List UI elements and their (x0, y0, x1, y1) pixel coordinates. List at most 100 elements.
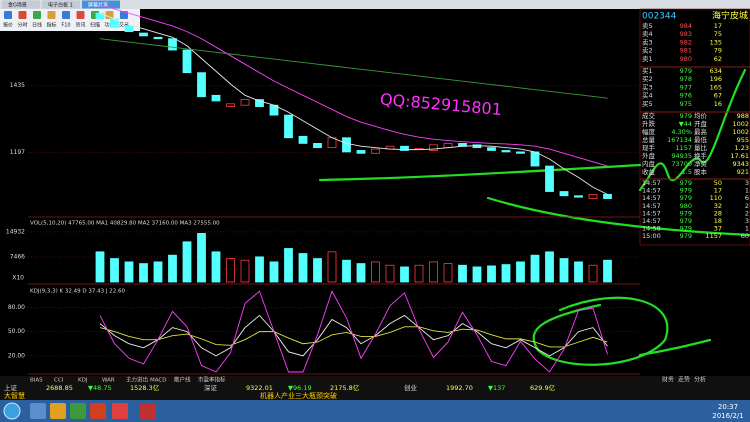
quote-cell: 983 (680, 30, 692, 38)
quote-cell: 196 (710, 75, 722, 83)
toolbar-label[interactable]: 资讯 (75, 22, 85, 29)
volume-bar (516, 261, 525, 283)
window-tab[interactable] (2, 0, 40, 9)
candle-body (516, 151, 525, 154)
quote-cell: 买4 (642, 92, 653, 100)
index-cell: 629.9亿 (530, 383, 556, 392)
indicator-tab[interactable]: WAR (102, 378, 115, 384)
taskbar-icon[interactable] (90, 403, 106, 419)
toolbar-label[interactable]: 日线 (32, 22, 42, 29)
quote-cell: 2 (745, 202, 749, 210)
quote-cell: 买1 (642, 67, 653, 75)
volume-bar (342, 259, 351, 283)
toolbar-label[interactable]: 分时 (17, 22, 27, 29)
toolbar-label[interactable]: 扫描 (90, 22, 100, 29)
y-tick-label: 7466 (10, 253, 25, 260)
y-tick-label: 14932 (6, 228, 25, 235)
window-tab[interactable] (82, 0, 120, 9)
quote-cell: 976 (680, 92, 692, 100)
volume-bar (472, 266, 482, 283)
y-tick-label: 20.00 (8, 352, 25, 359)
toolbar-label[interactable]: 报价 (3, 22, 13, 29)
volume-bar (545, 251, 554, 283)
side-tab[interactable]: 走势 (678, 376, 690, 384)
toolbar-icon[interactable] (120, 11, 128, 19)
quote-cell: 980 (680, 55, 692, 63)
quote-cell: 最低 (694, 135, 708, 144)
toolbar-label[interactable]: 功能 (104, 22, 114, 29)
index-cell: ▼137 (488, 384, 505, 392)
window-tab-label[interactable]: 金G场景 (8, 2, 27, 9)
quote-cell: 1002 (732, 128, 749, 136)
indicator-tab[interactable]: 市盈率指标 (198, 376, 226, 384)
candle-body (168, 38, 177, 51)
indicator-tab[interactable]: MACD (150, 378, 167, 384)
toolbar-icon[interactable] (76, 11, 85, 19)
candle-body (139, 32, 148, 37)
annotation-stroke (638, 338, 712, 357)
quote-cell: 3 (745, 217, 749, 225)
candle-body (211, 94, 221, 102)
start-button[interactable] (3, 402, 21, 420)
volume-bar (124, 261, 134, 283)
volume-bar (284, 248, 293, 283)
line-series (99, 38, 608, 99)
taskbar-icon[interactable] (50, 403, 66, 419)
quote-cell: 977 (680, 83, 692, 91)
taskbar (0, 400, 750, 422)
indicator-tab[interactable]: KDJ (78, 378, 88, 384)
toolbar-icon[interactable] (105, 11, 114, 19)
taskbar-icon[interactable] (140, 403, 156, 419)
taskbar-icon[interactable] (112, 403, 128, 419)
toolbar-icon[interactable] (62, 11, 70, 19)
volume-bar (153, 261, 163, 283)
side-tab[interactable]: 分析 (694, 376, 706, 384)
candle-body (342, 137, 351, 153)
quote-cell: 净资 (694, 159, 708, 168)
indicator-tab[interactable]: 主力进出 (126, 376, 148, 384)
quote-cell: 28 (714, 209, 722, 217)
toolbar-icon[interactable] (33, 11, 41, 19)
indicator-tab[interactable]: CCI (54, 378, 64, 384)
taskbar-icon[interactable] (30, 403, 46, 419)
window-tab-label[interactable]: 电子白板 1 (48, 2, 73, 9)
quote-cell: 60 (741, 232, 749, 240)
volume-bar (313, 258, 322, 283)
indicator-tab[interactable]: 散户线 (174, 376, 191, 384)
side-tab[interactable]: 财务 (662, 376, 674, 384)
volume-bar (530, 254, 540, 283)
line-series (99, 12, 608, 195)
volume-bar (255, 256, 264, 283)
toolbar-icon[interactable] (18, 11, 27, 19)
toolbar-label[interactable]: 指标 (46, 22, 56, 29)
quote-cell: 979 (680, 194, 692, 202)
volume-bar (269, 261, 279, 283)
toolbar-label[interactable]: 交易 (119, 22, 129, 29)
candle-body (255, 99, 264, 108)
quote-cell: 量比 (694, 143, 708, 152)
quote-cell: 买2 (642, 75, 653, 83)
candle-body (530, 151, 540, 167)
window-tab-label[interactable]: 屏幕共享 (88, 2, 108, 9)
window-tab[interactable] (42, 0, 80, 9)
clock-date: 2016/2/1 (712, 412, 743, 420)
volume-bar (385, 264, 395, 283)
quote-cell: 979 (680, 232, 692, 240)
toolbar-icon[interactable] (4, 11, 12, 19)
volume-bar (588, 264, 598, 283)
candle-body (501, 150, 511, 153)
quote-cell: 卖3 (642, 38, 653, 46)
quote-cell: 卖5 (642, 22, 653, 30)
volume-bar (182, 241, 192, 283)
quote-cell: 6 (745, 194, 749, 202)
taskbar-icon[interactable] (70, 403, 86, 419)
quote-cell: 18 (714, 217, 722, 225)
volume-bar (458, 264, 467, 283)
candle-body (574, 195, 583, 198)
quote-cell: 14:57 (642, 202, 661, 210)
toolbar-label[interactable]: F10 (61, 23, 70, 29)
quote-cell: 167134 (667, 136, 692, 144)
quote-cell: 50 (714, 179, 722, 187)
indicator-tab[interactable]: BIAS (30, 378, 43, 384)
toolbar-icon[interactable] (47, 11, 56, 19)
